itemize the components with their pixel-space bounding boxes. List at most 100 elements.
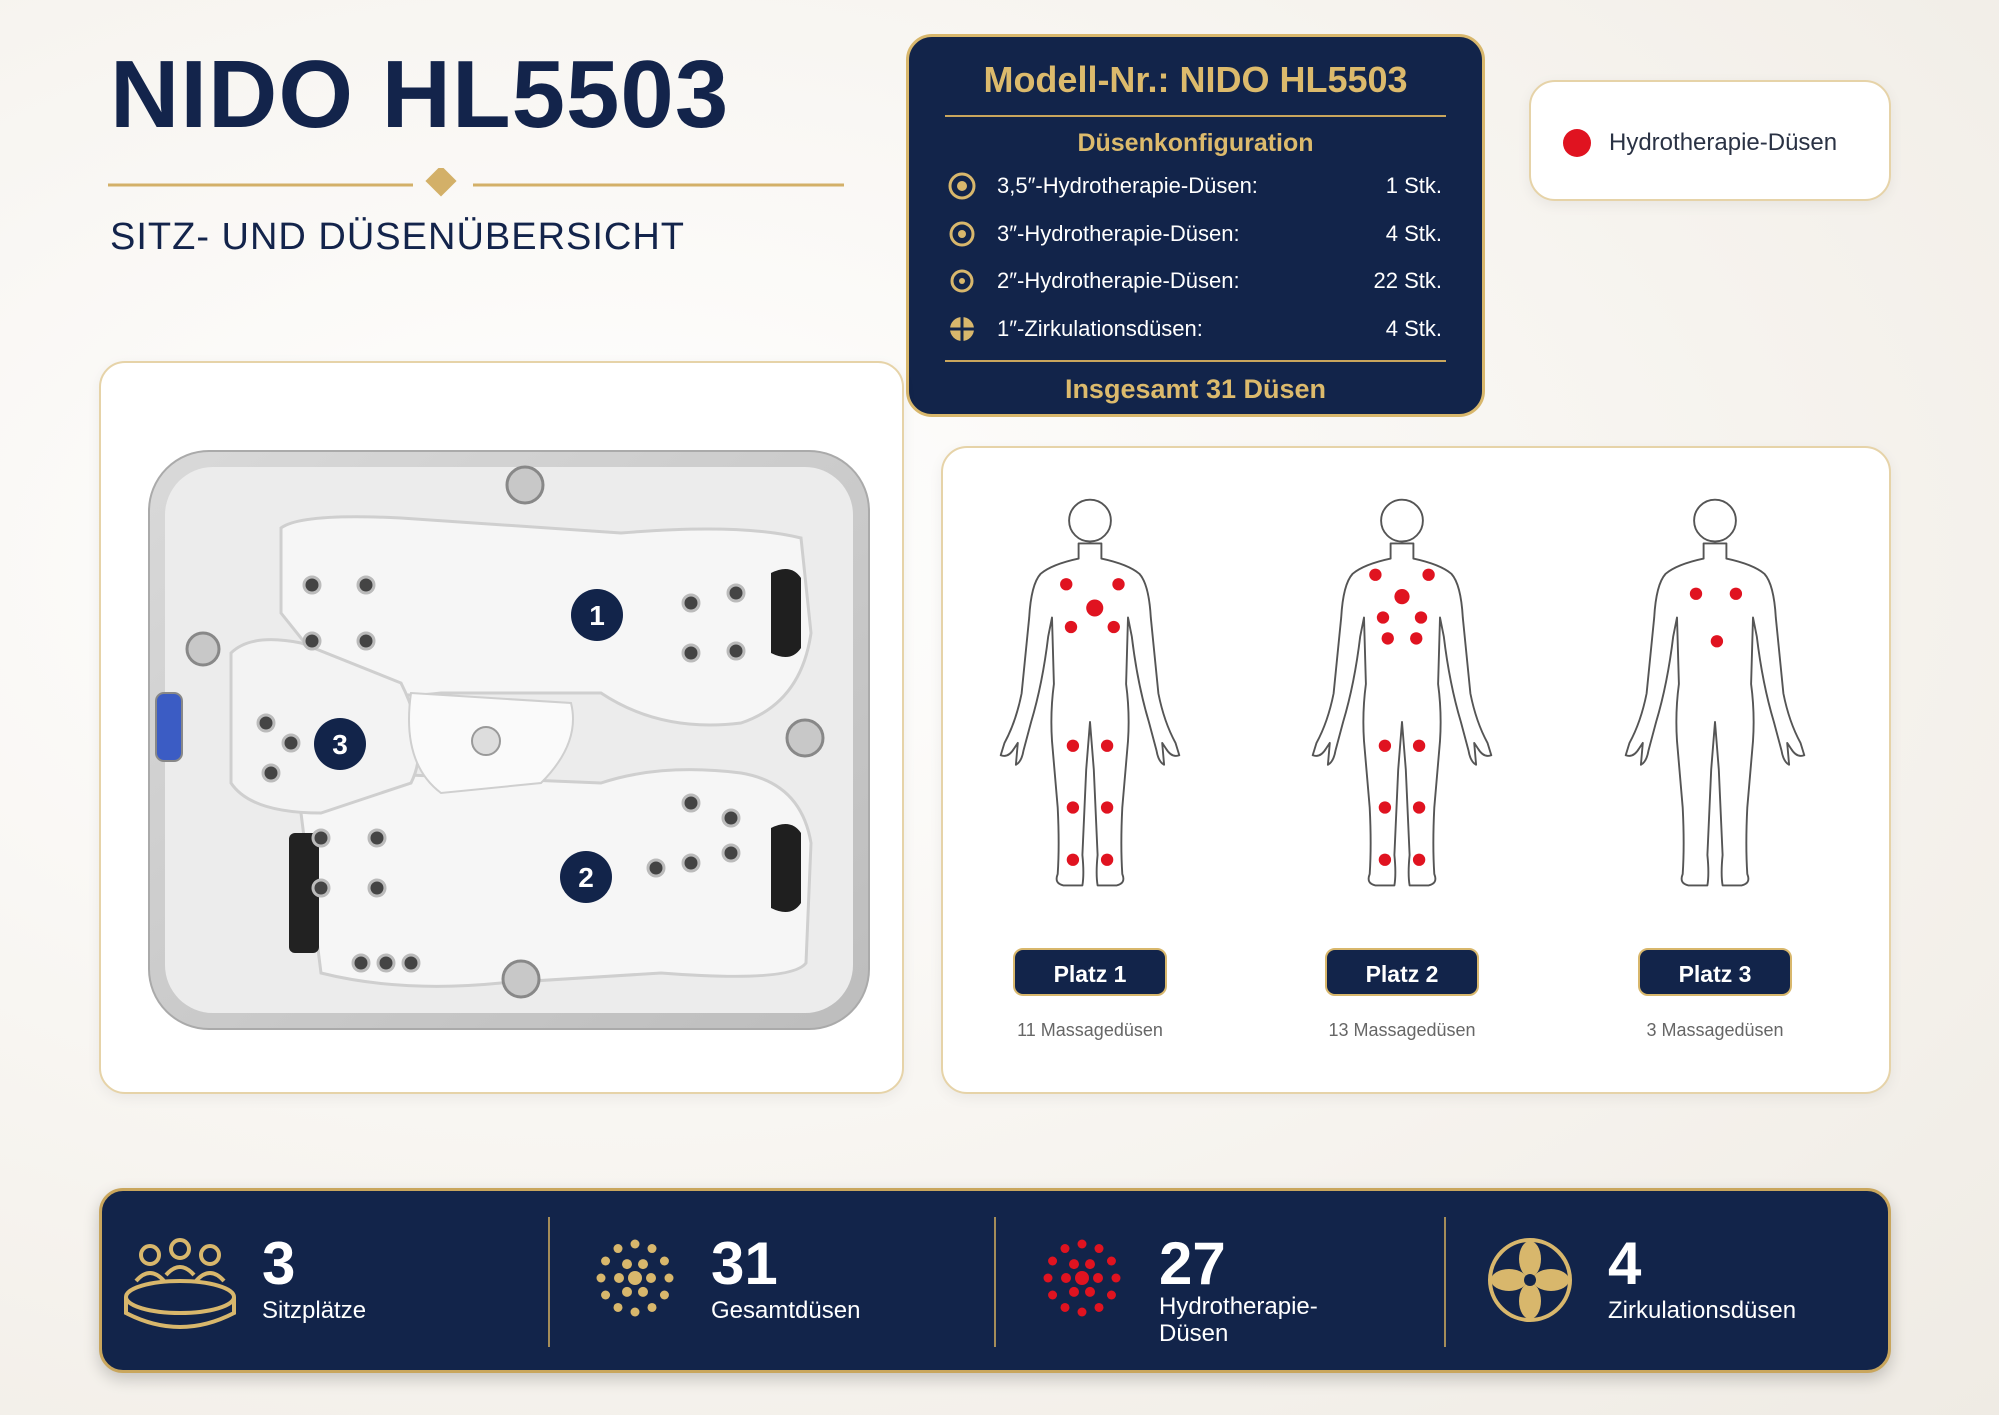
row-label: 3,5″-Hydrotherapie-Düsen:	[997, 173, 1258, 198]
jet	[302, 575, 322, 595]
jet-dot	[1100, 853, 1114, 866]
jet-dot	[1410, 632, 1423, 645]
core	[958, 229, 966, 238]
jet	[401, 953, 421, 973]
config-row: 3″-Hydrotherapie-Düsen: 4 Stk.	[947, 217, 1442, 251]
icon-dot	[1077, 1239, 1087, 1249]
jet	[721, 843, 741, 863]
total-jets-icon	[596, 1239, 674, 1317]
jet	[376, 953, 396, 973]
legend: Hydrotherapie-Düsen	[1529, 80, 1891, 201]
stat-label: Sitzplätze	[262, 1297, 367, 1324]
jet	[302, 631, 322, 651]
jet-dot	[1378, 801, 1392, 814]
legend-label: Hydrotherapie-Düsen	[1609, 129, 1838, 156]
body-outline	[1624, 498, 1806, 887]
icon-dot	[1085, 1286, 1095, 1297]
icon-dot	[630, 1307, 640, 1317]
jet-icon	[950, 316, 974, 341]
legend-dot	[1563, 129, 1591, 157]
title: NIDO HL5503	[110, 41, 730, 148]
icon-dot	[1093, 1273, 1103, 1283]
icon-dot	[638, 1286, 648, 1297]
jet-dot	[1112, 578, 1125, 591]
row-label: 1″-Zirkulationsdüsen:	[997, 315, 1203, 341]
icon-dot	[630, 1239, 640, 1249]
jet-icon	[950, 269, 974, 293]
body-figure	[999, 498, 1181, 887]
config-row: 1″-Zirkulationsdüsen: 4 Stk.	[947, 312, 1442, 346]
jet-icon	[949, 221, 975, 246]
icon-dot	[659, 1290, 669, 1300]
seats-icon	[124, 1238, 236, 1329]
core	[957, 181, 967, 191]
icon-dot	[1069, 1259, 1079, 1270]
tub-drawing: 1 2 3	[148, 450, 870, 1030]
icon-dot	[1043, 1273, 1053, 1283]
config-row: 2″-Hydrotherapie-Düsen: 22 Stk.	[947, 264, 1442, 298]
jet	[726, 583, 746, 603]
jet-dot	[1066, 801, 1080, 814]
seat-jets: 11 Massagedüsen	[1017, 1020, 1163, 1040]
jet	[726, 641, 746, 661]
icon-dot	[613, 1302, 623, 1312]
body-figures	[999, 498, 1806, 887]
jet-dot	[1100, 739, 1114, 752]
jet-dot	[1394, 589, 1410, 605]
icon-dot	[1060, 1244, 1070, 1254]
row-count: 4 Stk.	[1385, 315, 1442, 341]
jet	[681, 853, 701, 873]
jet-dot	[1710, 635, 1724, 648]
jet	[311, 828, 331, 848]
stat-value: 31	[711, 1230, 778, 1297]
title-divider	[108, 168, 844, 197]
jet-dot	[1376, 611, 1390, 624]
icon-dot	[1094, 1244, 1104, 1254]
seat-badge	[571, 589, 623, 641]
row-count: 22 Stk.	[1373, 268, 1442, 293]
icon-dot	[1069, 1286, 1079, 1297]
icon-dot	[1106, 1290, 1116, 1300]
jet-dot	[1412, 739, 1426, 752]
icon-dot	[1106, 1256, 1116, 1266]
jet-icon	[948, 172, 976, 200]
jet-dot	[1422, 568, 1435, 581]
body-panel: Platz 1 11 Massagedüsen Platz 2 13 Massaged…	[941, 446, 1891, 1094]
jet	[367, 828, 387, 848]
config-row: 3,5″-Hydrotherapie-Düsen: 1 Stk.	[947, 169, 1442, 203]
jet	[356, 631, 376, 651]
icon-dot	[647, 1244, 657, 1254]
jet-dot	[1100, 801, 1114, 814]
tub-panel: 1 2 3	[99, 361, 904, 1094]
stat-value: 4	[1608, 1230, 1642, 1297]
core	[959, 278, 965, 284]
icon-dot	[1048, 1290, 1058, 1300]
icon-dot	[1075, 1271, 1089, 1285]
jet	[261, 763, 281, 783]
jet-dot	[1412, 801, 1426, 814]
icon-dot	[638, 1259, 648, 1270]
jet-dot	[1060, 578, 1073, 591]
row-count: 4 Stk.	[1385, 220, 1442, 246]
rule	[945, 360, 1446, 362]
seat-pill: Platz 3	[1638, 948, 1792, 996]
icon-dot	[1111, 1273, 1121, 1283]
seat-number: 1	[589, 600, 605, 631]
seat-pill: Platz 2	[1325, 948, 1479, 996]
icon-dot	[613, 1244, 623, 1254]
seat-number: 2	[578, 862, 594, 893]
stat-value: 27	[1159, 1230, 1226, 1297]
icon-dot	[1094, 1302, 1104, 1312]
ring	[949, 221, 975, 246]
jet	[351, 953, 371, 973]
ring	[948, 172, 976, 200]
icon-dot	[1048, 1256, 1058, 1266]
icon-dot	[614, 1273, 624, 1283]
body-outline	[999, 498, 1181, 887]
icon-dot	[596, 1273, 606, 1283]
body-figure	[1311, 498, 1493, 887]
jet-dot	[1378, 739, 1392, 752]
stat-label: Gesamtdüsen	[711, 1297, 861, 1324]
body-figure	[1624, 498, 1806, 887]
icon-dot	[1085, 1259, 1095, 1270]
